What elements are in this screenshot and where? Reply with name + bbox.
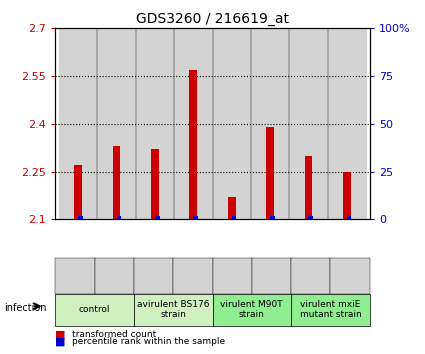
Bar: [305, 156, 312, 219]
Bar: [193, 216, 198, 219]
Bar: [174, 28, 212, 219]
Bar: [113, 146, 120, 219]
Bar: [347, 216, 351, 219]
Bar: [232, 216, 236, 219]
Text: percentile rank within the sample: percentile rank within the sample: [72, 337, 225, 346]
Text: virulent M90T
strain: virulent M90T strain: [221, 300, 283, 319]
Bar: [266, 127, 274, 219]
Bar: [251, 28, 289, 219]
Text: ■: ■: [55, 330, 66, 339]
Bar: [74, 165, 82, 219]
Bar: [308, 216, 313, 219]
Bar: [155, 216, 160, 219]
Title: GDS3260 / 216619_at: GDS3260 / 216619_at: [136, 12, 289, 26]
Bar: [136, 28, 174, 219]
Bar: [116, 216, 121, 219]
Bar: [289, 28, 328, 219]
Bar: [151, 149, 159, 219]
Text: transformed count: transformed count: [72, 330, 156, 339]
Bar: [328, 28, 366, 219]
Text: infection: infection: [4, 303, 47, 313]
Bar: [78, 216, 83, 219]
Bar: [343, 172, 351, 219]
Bar: [228, 197, 235, 219]
Text: control: control: [79, 305, 110, 314]
Text: avirulent BS176
strain: avirulent BS176 strain: [137, 300, 210, 319]
Bar: [97, 28, 136, 219]
Text: ■: ■: [55, 337, 66, 347]
Bar: [59, 28, 97, 219]
Bar: [270, 216, 275, 219]
Bar: [212, 28, 251, 219]
Bar: [190, 70, 197, 219]
Text: virulent mxiE
mutant strain: virulent mxiE mutant strain: [300, 300, 361, 319]
